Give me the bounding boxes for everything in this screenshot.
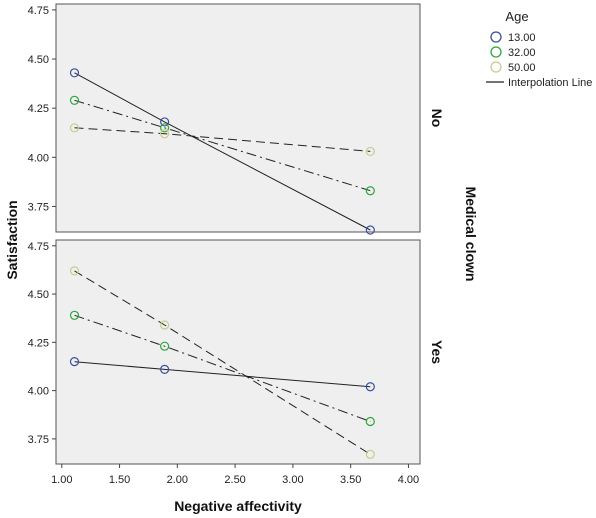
y-tick-label: 4.75 xyxy=(28,241,49,253)
data-point-age-50.00 xyxy=(160,320,170,330)
data-point-age-50.00 xyxy=(365,146,375,157)
data-point-age-50.00 xyxy=(160,129,170,139)
legend-interpolation-line-label: Interpolation Line xyxy=(508,77,592,89)
data-point-age-13.00 xyxy=(160,364,170,374)
facet-title: Medical clown xyxy=(463,187,479,282)
series-line-age-32.00 xyxy=(74,99,371,192)
x-tick-label: 2.00 xyxy=(167,474,188,486)
x-tick-label: 2.50 xyxy=(224,474,245,486)
data-point-age-32.00 xyxy=(365,186,375,196)
data-point-age-32.00 xyxy=(160,123,170,133)
series-line-age-32.00 xyxy=(74,314,371,422)
panel-yes: 3.75 4.00 4.25 4.50 4.75 Yes xyxy=(28,239,445,465)
panel-label: No xyxy=(429,109,445,128)
x-tick-label: 4.00 xyxy=(398,474,419,486)
panel-label: Yes xyxy=(429,340,445,364)
x-tick-label: 1.50 xyxy=(109,474,130,486)
y-tick-label: 4.50 xyxy=(28,54,49,66)
data-point-age-13.00 xyxy=(160,117,170,127)
data-point-age-32.00 xyxy=(69,310,80,320)
data-point-age-32.00 xyxy=(160,341,170,351)
panel-background xyxy=(55,3,421,233)
y-tick-label: 4.50 xyxy=(28,289,49,301)
data-point-age-50.00 xyxy=(365,449,375,459)
panel-no: 3.75 4.00 4.25 4.50 4.75 No xyxy=(28,3,445,235)
y-tick-label: 4.25 xyxy=(28,103,49,115)
y-tick-label: 3.75 xyxy=(28,434,49,446)
legend-title: Age xyxy=(505,9,528,24)
y-axis-title: Satisfaction xyxy=(4,200,20,279)
data-point-age-50.00 xyxy=(69,266,80,276)
series-line-age-50.00 xyxy=(74,127,371,152)
data-point-age-13.00 xyxy=(365,382,375,392)
x-tick-label: 1.00 xyxy=(51,474,72,486)
data-point-age-32.00 xyxy=(365,416,375,427)
y-tick-label: 4.00 xyxy=(28,386,49,398)
panel-background xyxy=(55,239,421,465)
data-point-age-13.00 xyxy=(69,357,80,367)
x-tick-label: 3.50 xyxy=(340,474,361,486)
data-point-age-13.00 xyxy=(69,68,80,78)
y-tick-label: 4.25 xyxy=(28,337,49,349)
legend-marker-age-50.00 xyxy=(490,61,502,73)
y-tick-label: 3.75 xyxy=(28,201,49,213)
series-line-age-13.00 xyxy=(74,361,371,388)
x-axis-title: Negative affectivity xyxy=(174,498,302,514)
data-point-age-13.00 xyxy=(365,225,375,235)
legend: Age 13.00 32.00 50.00 Interpolation Line xyxy=(486,9,592,89)
series-line-age-13.00 xyxy=(74,72,371,231)
legend-label-age-50.00: 50.00 xyxy=(508,62,536,74)
legend-label-age-32.00: 32.00 xyxy=(508,47,536,59)
y-tick-label: 4.75 xyxy=(28,5,49,17)
series-line-age-50.00 xyxy=(74,270,371,455)
legend-marker-age-32.00 xyxy=(490,46,502,58)
data-point-age-50.00 xyxy=(69,123,80,133)
y-tick-label: 4.00 xyxy=(28,152,49,164)
data-point-age-32.00 xyxy=(69,95,80,105)
legend-marker-age-13.00 xyxy=(490,31,502,43)
legend-label-age-13.00: 13.00 xyxy=(508,32,536,44)
x-tick-label: 3.00 xyxy=(282,474,303,486)
